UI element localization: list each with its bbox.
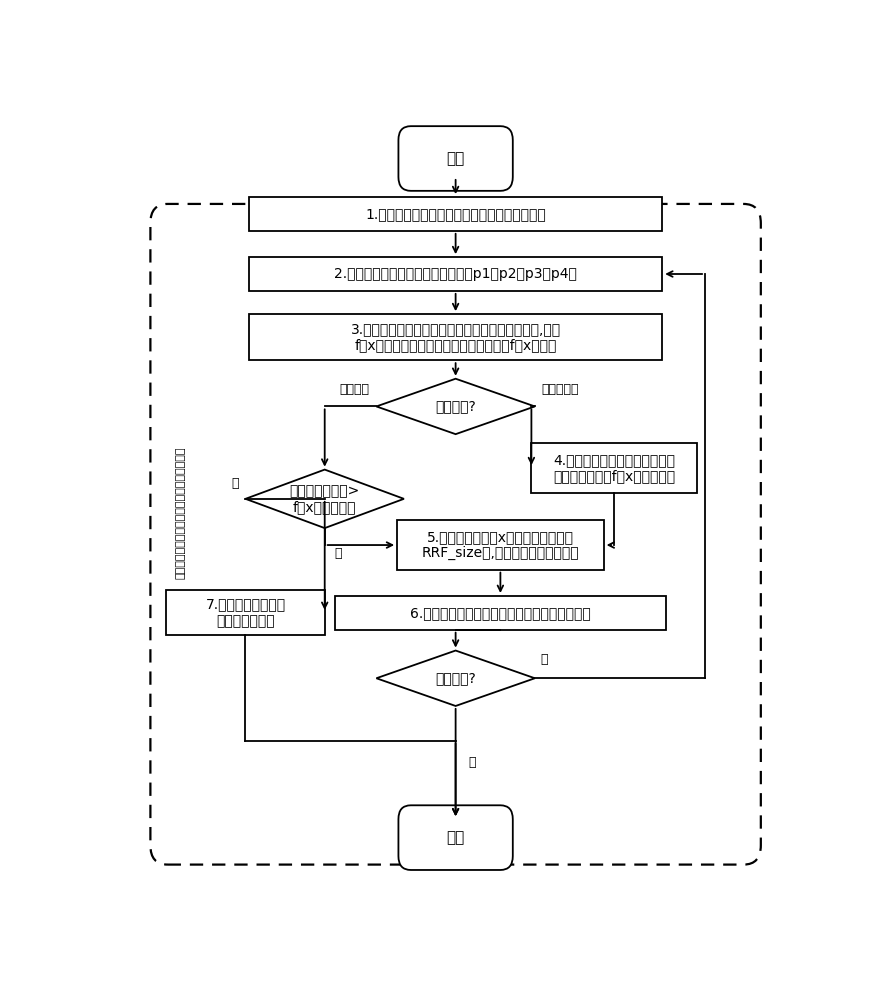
Text: 性能百分比: 性能百分比 xyxy=(541,383,580,396)
Bar xyxy=(249,197,662,231)
Text: 设定的绝对性能>
f（x）的极值？: 设定的绝对性能> f（x）的极值？ xyxy=(290,484,360,514)
Text: 设定类型?: 设定类型? xyxy=(436,399,476,413)
Text: 否: 否 xyxy=(334,547,342,560)
Polygon shape xyxy=(376,379,535,434)
Text: 3.根据性能公式１的估算线程在本时段的最大性能,即求
f（x）的极值（导数等于或接近于０时的f（x）值）: 3.根据性能公式１的估算线程在本时段的最大性能,即求 f（x）的极值（导数等于或… xyxy=(350,322,561,352)
Text: 是: 是 xyxy=(468,756,476,769)
Bar xyxy=(397,520,604,570)
Bar xyxy=(249,314,662,360)
Text: 6.保持运行直到下次参数调整间隔，或运行结束: 6.保持运行直到下次参数调整间隔，或运行结束 xyxy=(410,606,591,620)
Text: 是: 是 xyxy=(231,477,238,490)
Text: 4.计算要达到的绝对性能值（即
性能百分比乘以f（x）的极值）: 4.计算要达到的绝对性能值（即 性能百分比乘以f（x）的极值） xyxy=(553,453,675,483)
Text: 绝对性能: 绝对性能 xyxy=(340,383,370,396)
FancyBboxPatch shape xyxy=(398,805,513,870)
Bar xyxy=(249,257,662,291)
Text: 5.根据公式１计算x（即该线程需要的
RRF_size）,并进行相应分配和调整: 5.根据公式１计算x（即该线程需要的 RRF_size）,并进行相应分配和调整 xyxy=(421,530,580,560)
Bar xyxy=(532,443,697,493)
Text: 系统对线程程运行和资源分配情况的跟踪监测: 系统对线程程运行和资源分配情况的跟踪监测 xyxy=(175,446,185,579)
Text: 1.设定某线程要达到的绝对性能或者性能百分比: 1.设定某线程要达到的绝对性能或者性能百分比 xyxy=(365,207,546,221)
Text: 结束: 结束 xyxy=(446,830,465,845)
Text: 否: 否 xyxy=(541,653,548,666)
FancyBboxPatch shape xyxy=(398,126,513,191)
Polygon shape xyxy=(245,470,404,528)
Polygon shape xyxy=(376,651,535,706)
Bar xyxy=(335,596,666,630)
Text: 开始: 开始 xyxy=(446,151,465,166)
Text: 7.设定不合理，报错
或请求重新设定: 7.设定不合理，报错 或请求重新设定 xyxy=(205,598,285,628)
Text: 2.采样测定性能公式１的４个参数（p1，p2、p3、p4）: 2.采样测定性能公式１的４个参数（p1，p2、p3、p4） xyxy=(334,267,577,281)
Bar xyxy=(166,590,324,635)
Text: 运行结束?: 运行结束? xyxy=(436,671,476,685)
